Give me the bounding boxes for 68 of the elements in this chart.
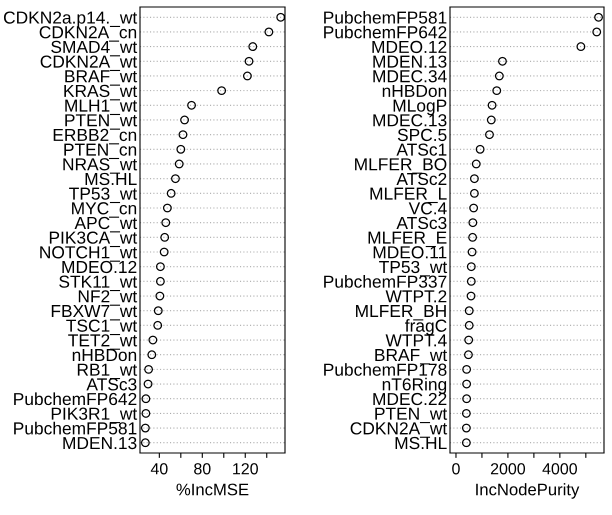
y-tick-label: FBXW7_wt [52,305,138,320]
y-tick-label: STK11_wt [59,276,138,292]
y-tick-label: ATSc3 [86,378,136,391]
y-tick-label: MDEC.13 [373,114,446,126]
y-tick-label: ATSc3 [396,216,446,230]
y-tick-label: PubchemFP581 [324,10,446,24]
y-tick-label: nT6Ring [382,378,446,394]
y-tick-label: KRAS_wt [64,84,138,100]
y-tick-label: fragC [405,319,447,336]
y-tick-label: MDEO.12 [372,40,446,54]
y-tick-label: MDEN.13 [373,55,446,68]
x-tick-label: 4000 [542,463,577,474]
y-tick-label: ERBB2_cn [54,128,136,144]
y-tick-label: MYC_cn [72,202,136,218]
y-tick-label: PTEN_wt [65,114,138,130]
y-tick-label: MS.HL [86,172,137,186]
y-tick-label: APC_wt [74,216,138,232]
y-tick-label: PTEN_wt [375,408,448,424]
y-tick-label: ATSc1 [396,143,446,156]
y-tick-label: MLogP [394,100,446,116]
y-tick-label: ATSc2 [396,172,446,186]
y-tick-label: VC.4 [408,202,447,214]
y-tick-label: MLFER_L [370,188,447,204]
y-tick-label: NRAS_wt [63,158,138,174]
y-tick-label: MLH1_wt [65,100,138,116]
x-tick-label: 2000 [490,463,526,474]
y-tick-label: MLFER_BH [356,305,446,320]
x-axis-title: %IncMSE [176,484,248,496]
y-tick-label: CDKN2A_wt [40,55,138,72]
y-tick-label: WTPT.4 [386,334,447,346]
y-tick-label: SPC.5 [398,128,446,142]
y-tick-label: TSC1_wt [66,320,138,336]
x-tick-label: 0 [452,463,460,474]
y-tick-label: MDEN.13 [63,436,136,450]
y-tick-label: NOTCH1_wt [40,246,138,262]
x-tick-label: 120 [233,463,258,474]
y-tick-label: TET2_wt [68,334,138,350]
y-tick-label: MLFER_BO [355,158,446,174]
y-tick-label: BRAF_wt [65,70,138,86]
y-tick-label: BRAF_wt [375,349,448,364]
y-tick-label: MS.HL [396,436,447,450]
y-tick-label: PIK3R1_wt [52,408,138,424]
y-tick-label: PIK3CA_wt [50,232,138,248]
y-tick-label: MDEO.11 [374,246,446,258]
x-tick-label: 40 [150,463,168,474]
y-tick-label: nHBDon [382,84,446,98]
y-tick-label: SMAD4_wt [51,40,138,56]
y-tick-label: PubchemFP642 [14,392,136,406]
y-tick-label: nHBDon [72,349,136,362]
y-tick-label: CDKN2A_wt [350,422,448,438]
x-tick-label: 80 [194,463,211,474]
y-tick-label: MDEO.12 [62,260,136,274]
y-tick-label: PubchemFP178 [324,363,446,376]
y-tick-label: NF2_wt [78,290,138,306]
y-tick-label: PTEN_cn [64,144,136,160]
y-tick-label: WTPT.2 [386,290,446,302]
y-tick-label: CDKN2a.p14._wt [4,11,138,28]
y-tick-label: PubchemFP642 [324,26,446,38]
y-tick-label: CDKN2A_cn [40,26,136,42]
y-tick-label: MLFER_E [368,232,446,248]
y-tick-label: MDEC.22 [373,392,446,406]
y-tick-label: MDEC.34 [373,70,447,82]
y-tick-label: RB1_wt [78,364,138,380]
x-axis-title: IncNodePurity [476,483,580,499]
y-tick-label: PubchemFP337 [324,275,446,288]
y-tick-label: TP53_wt [69,187,138,204]
y-tick-label: TP53_wt [379,260,448,276]
y-tick-label: PubchemFP581 [14,422,136,435]
